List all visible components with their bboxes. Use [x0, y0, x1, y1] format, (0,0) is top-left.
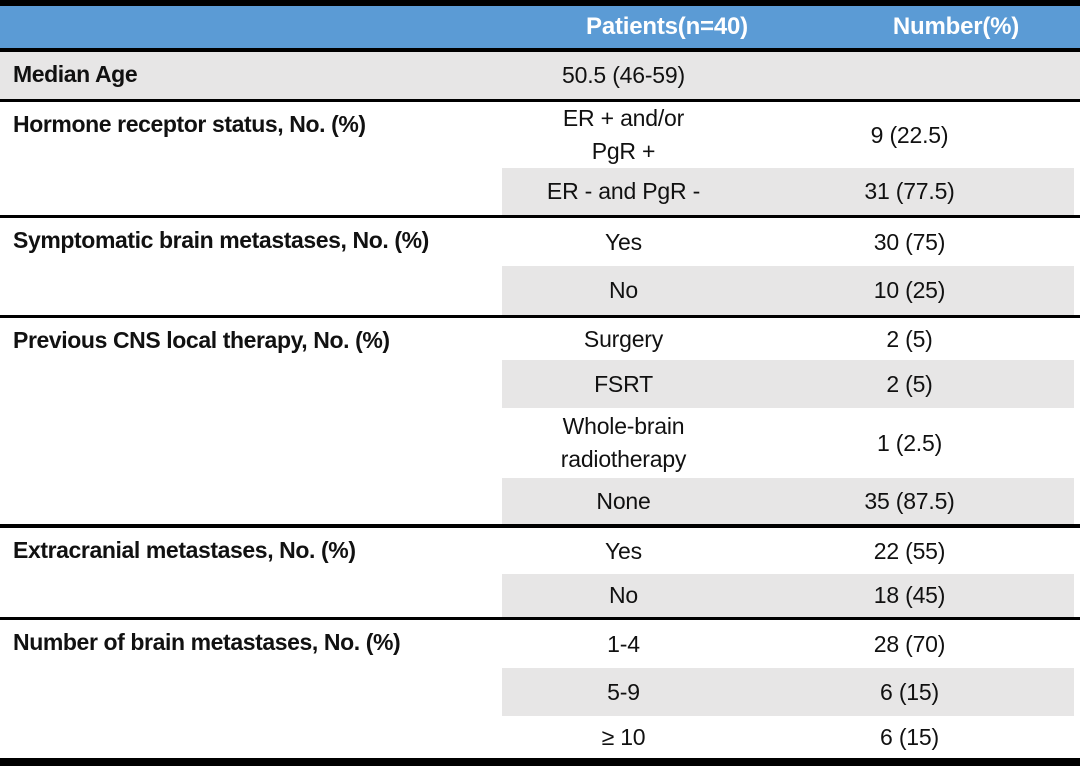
- group-separator: [0, 524, 1080, 528]
- table-row: Previous CNS local therapy, No. (%) Surg…: [0, 318, 1080, 360]
- table-row: Hormone receptor status, No. (%) ER + an…: [0, 102, 1080, 168]
- group-label-number-brain-mets: Number of brain metastases, No. (%): [13, 629, 401, 655]
- patients-value: ER - and PgR -: [546, 178, 701, 204]
- table-row: No 18 (45): [0, 574, 1080, 617]
- group-separator: [0, 215, 1080, 218]
- group-label-hormone-receptor: Hormone receptor status, No. (%): [13, 111, 366, 137]
- patients-value: None: [596, 487, 651, 514]
- table-row: ER - and PgR - 31 (77.5): [0, 168, 1080, 215]
- number-value: 2 (5): [886, 325, 933, 352]
- patients-value: 1-4: [607, 630, 640, 657]
- number-value: 22 (55): [873, 537, 946, 564]
- patients-value: ≥ 10: [601, 723, 646, 750]
- number-value: 30 (75): [873, 228, 946, 255]
- table-row: No 10 (25): [0, 266, 1080, 315]
- table-header-row: Patients(n=40) Number(%): [0, 6, 1080, 48]
- number-value: 6 (15): [880, 678, 939, 705]
- number-value: 6 (15): [880, 723, 939, 750]
- patients-value: FSRT: [594, 370, 653, 397]
- group-label-symptomatic: Symptomatic brain metastases, No. (%): [13, 227, 429, 253]
- table-row: Whole-brain radiotherapy 1 (2.5): [0, 408, 1080, 478]
- number-value: 2 (5): [886, 370, 933, 397]
- patients-value: Whole-brain radiotherapy: [560, 413, 687, 472]
- table-top-border: [0, 0, 1080, 6]
- table-row: Extracranial metastases, No. (%) Yes 22 …: [0, 528, 1080, 574]
- group-label-extracranial: Extracranial metastases, No. (%): [13, 537, 356, 563]
- number-value: 9 (22.5): [870, 121, 949, 148]
- group-separator: [0, 315, 1080, 318]
- group-separator: [0, 99, 1080, 102]
- table-bottom-border: [0, 758, 1080, 766]
- group-label-previous-cns: Previous CNS local therapy, No. (%): [13, 327, 390, 353]
- patients-value: Yes: [605, 228, 642, 255]
- table-row: ≥ 10 6 (15): [0, 716, 1080, 758]
- table-row: Symptomatic brain metastases, No. (%) Ye…: [0, 218, 1080, 266]
- table-row: 5-9 6 (15): [0, 668, 1080, 716]
- patients-value: 50.5 (46-59): [562, 62, 685, 88]
- header-patients-label: Patients(n=40): [586, 13, 748, 40]
- patients-value: Surgery: [583, 325, 664, 352]
- group-label-median-age: Median Age: [13, 61, 138, 87]
- patients-value: No: [608, 277, 638, 303]
- patients-value: No: [608, 582, 638, 608]
- patients-value: 5-9: [607, 678, 640, 705]
- number-value: 35 (87.5): [864, 487, 955, 514]
- number-value: 31 (77.5): [864, 178, 955, 204]
- number-value: 10 (25): [873, 277, 946, 303]
- group-separator: [0, 617, 1080, 620]
- table-row: Median Age 50.5 (46-59): [0, 52, 1080, 99]
- header-bottom-border: [0, 48, 1080, 52]
- patients-value: Yes: [605, 537, 642, 564]
- table-row: FSRT 2 (5): [0, 360, 1080, 408]
- table-row: Number of brain metastases, No. (%) 1-4 …: [0, 620, 1080, 668]
- header-number-label: Number(%): [892, 13, 1020, 40]
- number-value: 1 (2.5): [876, 429, 943, 456]
- table-row: None 35 (87.5): [0, 478, 1080, 524]
- number-value: 28 (70): [873, 630, 946, 657]
- patients-value: ER + and/or PgR +: [562, 105, 685, 164]
- number-value: 18 (45): [873, 582, 946, 608]
